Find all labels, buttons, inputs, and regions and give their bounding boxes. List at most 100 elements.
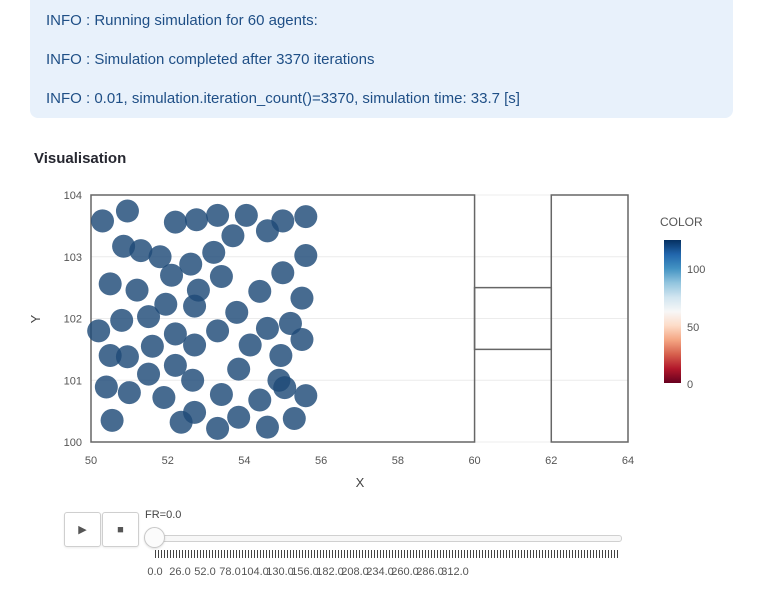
y-tick-label: 102 <box>64 314 82 326</box>
animation-controls: ▶ ■ <box>64 512 140 547</box>
agent-point <box>290 327 314 352</box>
agent-point <box>179 252 203 276</box>
frame-label: FR=0.0 <box>145 509 182 521</box>
agent-point <box>294 244 318 268</box>
frame-slider-track[interactable] <box>146 535 622 542</box>
slider-tick-label: 104.0 <box>241 566 269 578</box>
agent-point <box>202 240 226 264</box>
agent-point <box>181 368 205 392</box>
agent-point <box>91 209 115 233</box>
agent-point <box>225 300 249 324</box>
agent-point <box>183 400 207 424</box>
agent-point <box>94 375 118 399</box>
agent-point <box>154 292 178 316</box>
section-title: Visualisation <box>34 150 127 167</box>
agent-point <box>137 305 161 329</box>
agent-point <box>278 311 302 335</box>
agent-point <box>112 234 136 258</box>
agent-point <box>255 219 279 243</box>
geometry-polygon <box>550 194 629 443</box>
agent-point <box>129 239 153 263</box>
slider-tick-label: 234.0 <box>366 566 394 578</box>
agent-point <box>221 224 245 248</box>
agent-point <box>163 322 187 346</box>
agent-point <box>183 333 207 357</box>
agent-point <box>227 357 251 381</box>
x-tick-label: 54 <box>238 455 250 467</box>
agent-point <box>125 278 149 302</box>
y-tick-label: 101 <box>64 375 82 387</box>
info-line: INFO : Running simulation for 60 agents: <box>46 12 318 29</box>
agent-point <box>267 368 291 392</box>
slider-tick-label: 130.0 <box>266 566 294 578</box>
agent-point <box>115 345 139 369</box>
slider-tick-label: 312.0 <box>441 566 469 578</box>
agent-point <box>148 245 172 269</box>
colorbar-tick: 100 <box>687 264 705 276</box>
y-tick-label: 100 <box>64 437 82 449</box>
agent-point <box>290 286 314 310</box>
agent-point <box>100 408 124 432</box>
slider-tick-label: 286.0 <box>416 566 444 578</box>
slider-tick-label: 26.0 <box>169 566 191 578</box>
colorbar-tick: 50 <box>687 322 699 334</box>
slider-tick-label: 156.0 <box>291 566 319 578</box>
agent-point <box>294 384 318 408</box>
agent-point <box>271 261 295 285</box>
y-tick-label: 104 <box>64 190 82 202</box>
info-line: INFO : 0.01, simulation.iteration_count(… <box>46 90 520 107</box>
frame-slider-ticks <box>155 550 620 558</box>
colorbar-gradient <box>664 240 681 383</box>
simulation-plot: 50 52 54 56 58 60 62 64 100 101 102 103 104 X Y COLO… <box>28 190 705 490</box>
agent-point <box>248 279 272 303</box>
info-log: INFO : Running simulation for 60 agents:… <box>30 0 733 118</box>
agent-point <box>140 334 164 358</box>
colorbar: COLOR 100 50 0 <box>660 215 705 391</box>
agent-point <box>163 210 187 234</box>
agent-point <box>137 362 161 386</box>
agent-point <box>255 316 279 340</box>
agent-point <box>184 208 208 232</box>
stop-button[interactable]: ■ <box>102 512 139 547</box>
x-tick-label: 58 <box>392 455 404 467</box>
agent-point <box>227 405 251 429</box>
x-tick-label: 64 <box>622 455 634 467</box>
agent-point <box>282 407 306 431</box>
agent-point <box>234 203 258 227</box>
x-tick-label: 50 <box>85 455 97 467</box>
slider-tick-label: 78.0 <box>219 566 241 578</box>
agent-point <box>248 388 272 412</box>
x-tick-label: 60 <box>468 455 480 467</box>
agent-point <box>160 263 184 287</box>
y-tick-label: 103 <box>64 252 82 264</box>
agent-point <box>206 416 230 440</box>
x-tick-label: 56 <box>315 455 327 467</box>
play-button[interactable]: ▶ <box>64 512 101 547</box>
agent-point <box>255 415 279 439</box>
agent-point <box>117 381 141 405</box>
agent-point <box>152 386 176 410</box>
slider-tick-label: 0.0 <box>147 566 163 578</box>
slider-tick-label: 52.0 <box>194 566 216 578</box>
slider-tick-label: 182.0 <box>316 566 344 578</box>
x-axis-title: X <box>356 475 365 490</box>
agent-point <box>163 353 187 377</box>
x-tick-label: 52 <box>162 455 174 467</box>
info-line: INFO : Simulation completed after 3370 i… <box>46 51 375 68</box>
agent-point <box>209 265 233 289</box>
agent-point <box>238 333 262 357</box>
slider-tick-label: 260.0 <box>391 566 419 578</box>
geometry-polygon <box>90 194 476 443</box>
agent-point <box>183 294 207 318</box>
agent-point <box>269 344 293 368</box>
slider-tick-label: 208.0 <box>341 566 369 578</box>
y-axis-title: Y <box>28 314 43 323</box>
agent-point <box>87 319 111 343</box>
colorbar-tick: 0 <box>687 379 693 391</box>
agent-point <box>115 199 139 223</box>
agent-point <box>206 203 230 227</box>
agent-point <box>206 319 230 343</box>
x-tick-label: 62 <box>545 455 557 467</box>
frame-slider-handle[interactable] <box>144 527 165 548</box>
agent-point <box>98 272 122 296</box>
